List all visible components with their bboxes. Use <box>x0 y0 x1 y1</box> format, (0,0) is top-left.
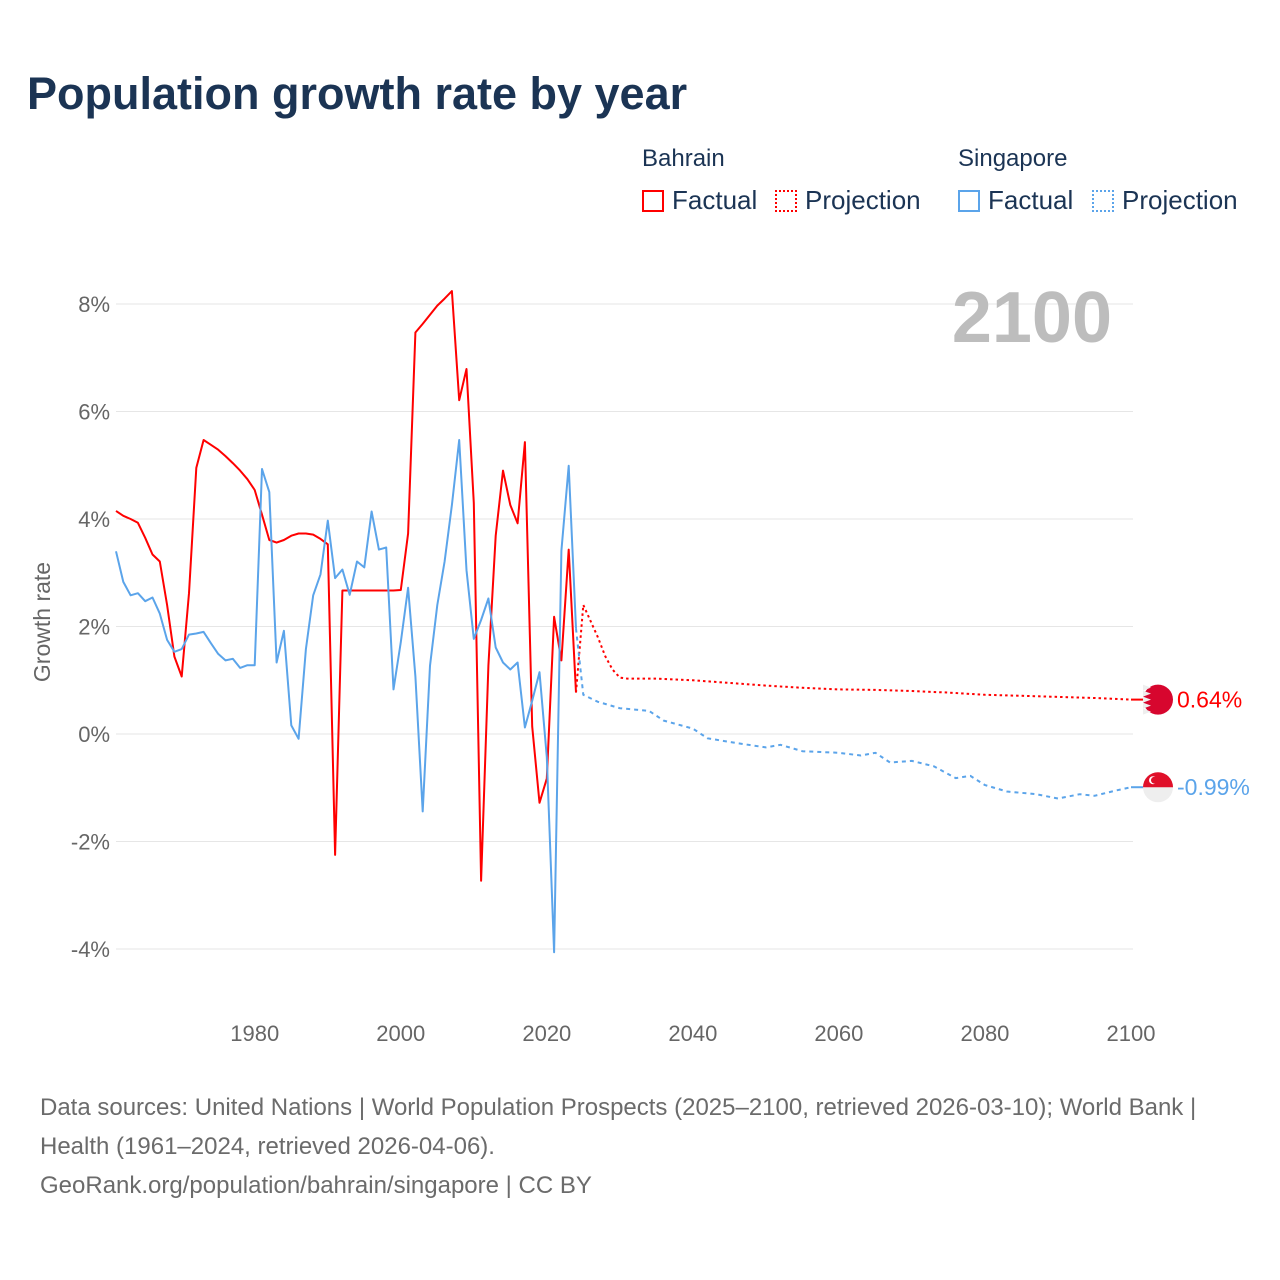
y-tick-label: 0% <box>78 722 110 747</box>
y-tick-label: 6% <box>78 400 110 425</box>
series-line-bahrain-projection <box>575 604 1132 701</box>
legend-label: Factual <box>672 185 758 215</box>
end-value-label: 0.64% <box>1177 687 1242 713</box>
attribution: GeoRank.org/population/bahrain/singapore… <box>40 1172 592 1199</box>
legend-swatch-dotted <box>1092 189 1114 212</box>
chart-title: Population growth rate by year <box>27 68 688 119</box>
y-tick-label: -2% <box>71 830 110 855</box>
y-tick-label: 8% <box>78 292 110 317</box>
y-tick-label: 4% <box>78 507 110 532</box>
x-tick-label: 2060 <box>814 1021 863 1046</box>
series-line-bahrain-factual <box>115 290 577 882</box>
flag-crescent-cut <box>1151 776 1158 784</box>
singapore-flag-icon <box>1143 772 1173 803</box>
x-tick-label: 2080 <box>960 1021 1009 1046</box>
legend-bahrain-factual[interactable]: Factual <box>642 185 757 216</box>
legend-swatch-solid <box>642 189 664 212</box>
series-line-singapore-factual <box>115 439 577 954</box>
legend-swatch-dotted <box>775 189 797 212</box>
legend-singapore-projection[interactable]: Projection <box>1092 185 1238 216</box>
legend-swatch-solid <box>958 189 980 212</box>
y-tick-label: -4% <box>71 937 110 962</box>
y-axis-label: Growth rate <box>29 562 55 682</box>
data-sources: Data sources: United Nations | World Pop… <box>40 1094 1197 1160</box>
y-tick-label: 2% <box>78 615 110 640</box>
flag-red <box>1143 684 1173 715</box>
x-tick-label: 2040 <box>668 1021 717 1046</box>
legend-group-singapore: Singapore <box>958 145 1068 172</box>
legend-label: Factual <box>988 185 1074 215</box>
x-tick-label: 2000 <box>376 1021 425 1046</box>
legend-singapore-factual[interactable]: Factual <box>958 185 1073 216</box>
flag-white-band <box>1143 684 1151 715</box>
flag-red-half <box>1143 772 1173 788</box>
legend-label: Projection <box>805 185 921 215</box>
x-tick-label: 1980 <box>230 1021 279 1046</box>
line-chart: 8% 6% 4% 2% 0% -2% -4% 1980 2000 2020 2040 2060 2080… <box>29 278 1250 1046</box>
legend-bahrain-projection[interactable]: Projection <box>775 185 921 216</box>
end-value-label: -0.99% <box>1177 774 1250 800</box>
x-tick-label: 2020 <box>522 1021 571 1046</box>
bahrain-flag-icon <box>1143 684 1173 715</box>
legend-group-bahrain: Bahrain <box>642 145 725 172</box>
legend-label: Projection <box>1122 185 1238 215</box>
footer: Data sources: United Nations | World Pop… <box>40 1088 1240 1205</box>
series-line-singapore-projection <box>575 628 1132 800</box>
year-label: 2100 <box>952 278 1112 358</box>
x-tick-label: 2100 <box>1107 1021 1156 1046</box>
